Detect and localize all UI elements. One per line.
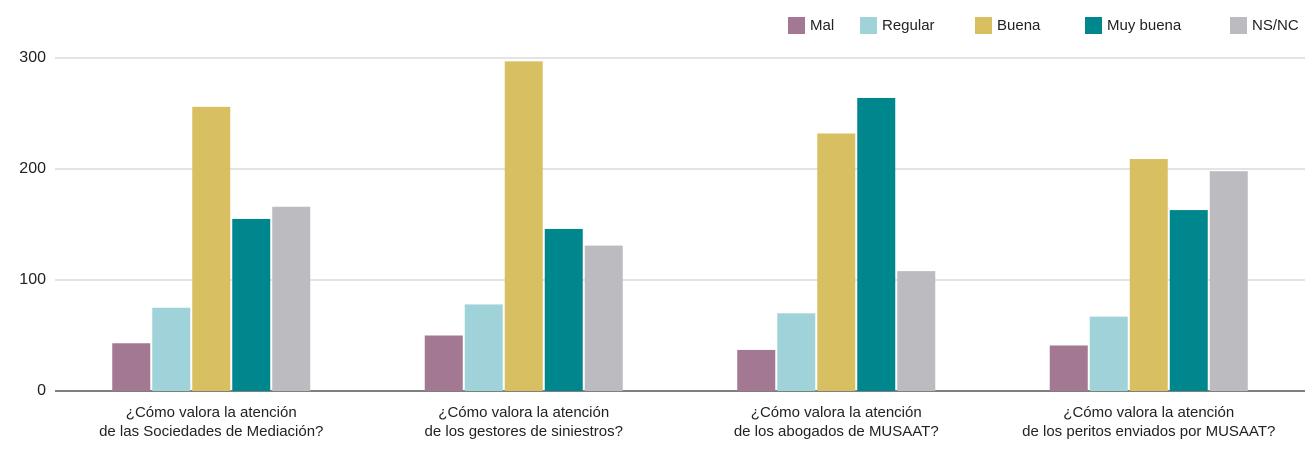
legend-swatch [1230,17,1247,34]
bar [737,349,776,391]
bar [1129,159,1168,391]
x-tick-label: ¿Cómo valora la atención de los gestores … [425,404,623,440]
bar [232,218,271,391]
y-tick-label: 100 [19,271,46,288]
bar [152,307,191,391]
legend-label: Regular [882,17,935,34]
bar [1049,345,1088,391]
bar [424,335,463,391]
bar [272,206,311,391]
legend-swatch [975,17,992,34]
bar [1089,316,1128,391]
bar [192,106,231,391]
y-tick-label: 0 [37,382,46,399]
legend-label: Buena [997,17,1041,34]
y-tick-label: 300 [19,49,46,66]
bar [1169,210,1208,391]
bar [857,97,896,392]
legend-swatch [788,17,805,34]
x-tick-label: ¿Cómo valora la atención de las Sociedade… [99,404,323,440]
bar [112,343,151,391]
y-tick-label: 200 [19,160,46,177]
bar [817,133,856,392]
x-tick-label: ¿Cómo valora la atención de los peritos e… [1022,404,1275,440]
bar [777,313,816,391]
bar [897,271,936,391]
bar [544,228,583,391]
legend-label: Mal [810,17,834,34]
bar [464,304,503,391]
legend-swatch [1085,17,1102,34]
bar [504,61,543,392]
legend-swatch [860,17,877,34]
bar [1209,171,1248,391]
legend-label: NS/NC [1252,17,1299,34]
bar [584,245,623,391]
x-tick-label: ¿Cómo valora la atención de los abogados … [734,404,939,440]
legend-label: Muy buena [1107,17,1182,34]
